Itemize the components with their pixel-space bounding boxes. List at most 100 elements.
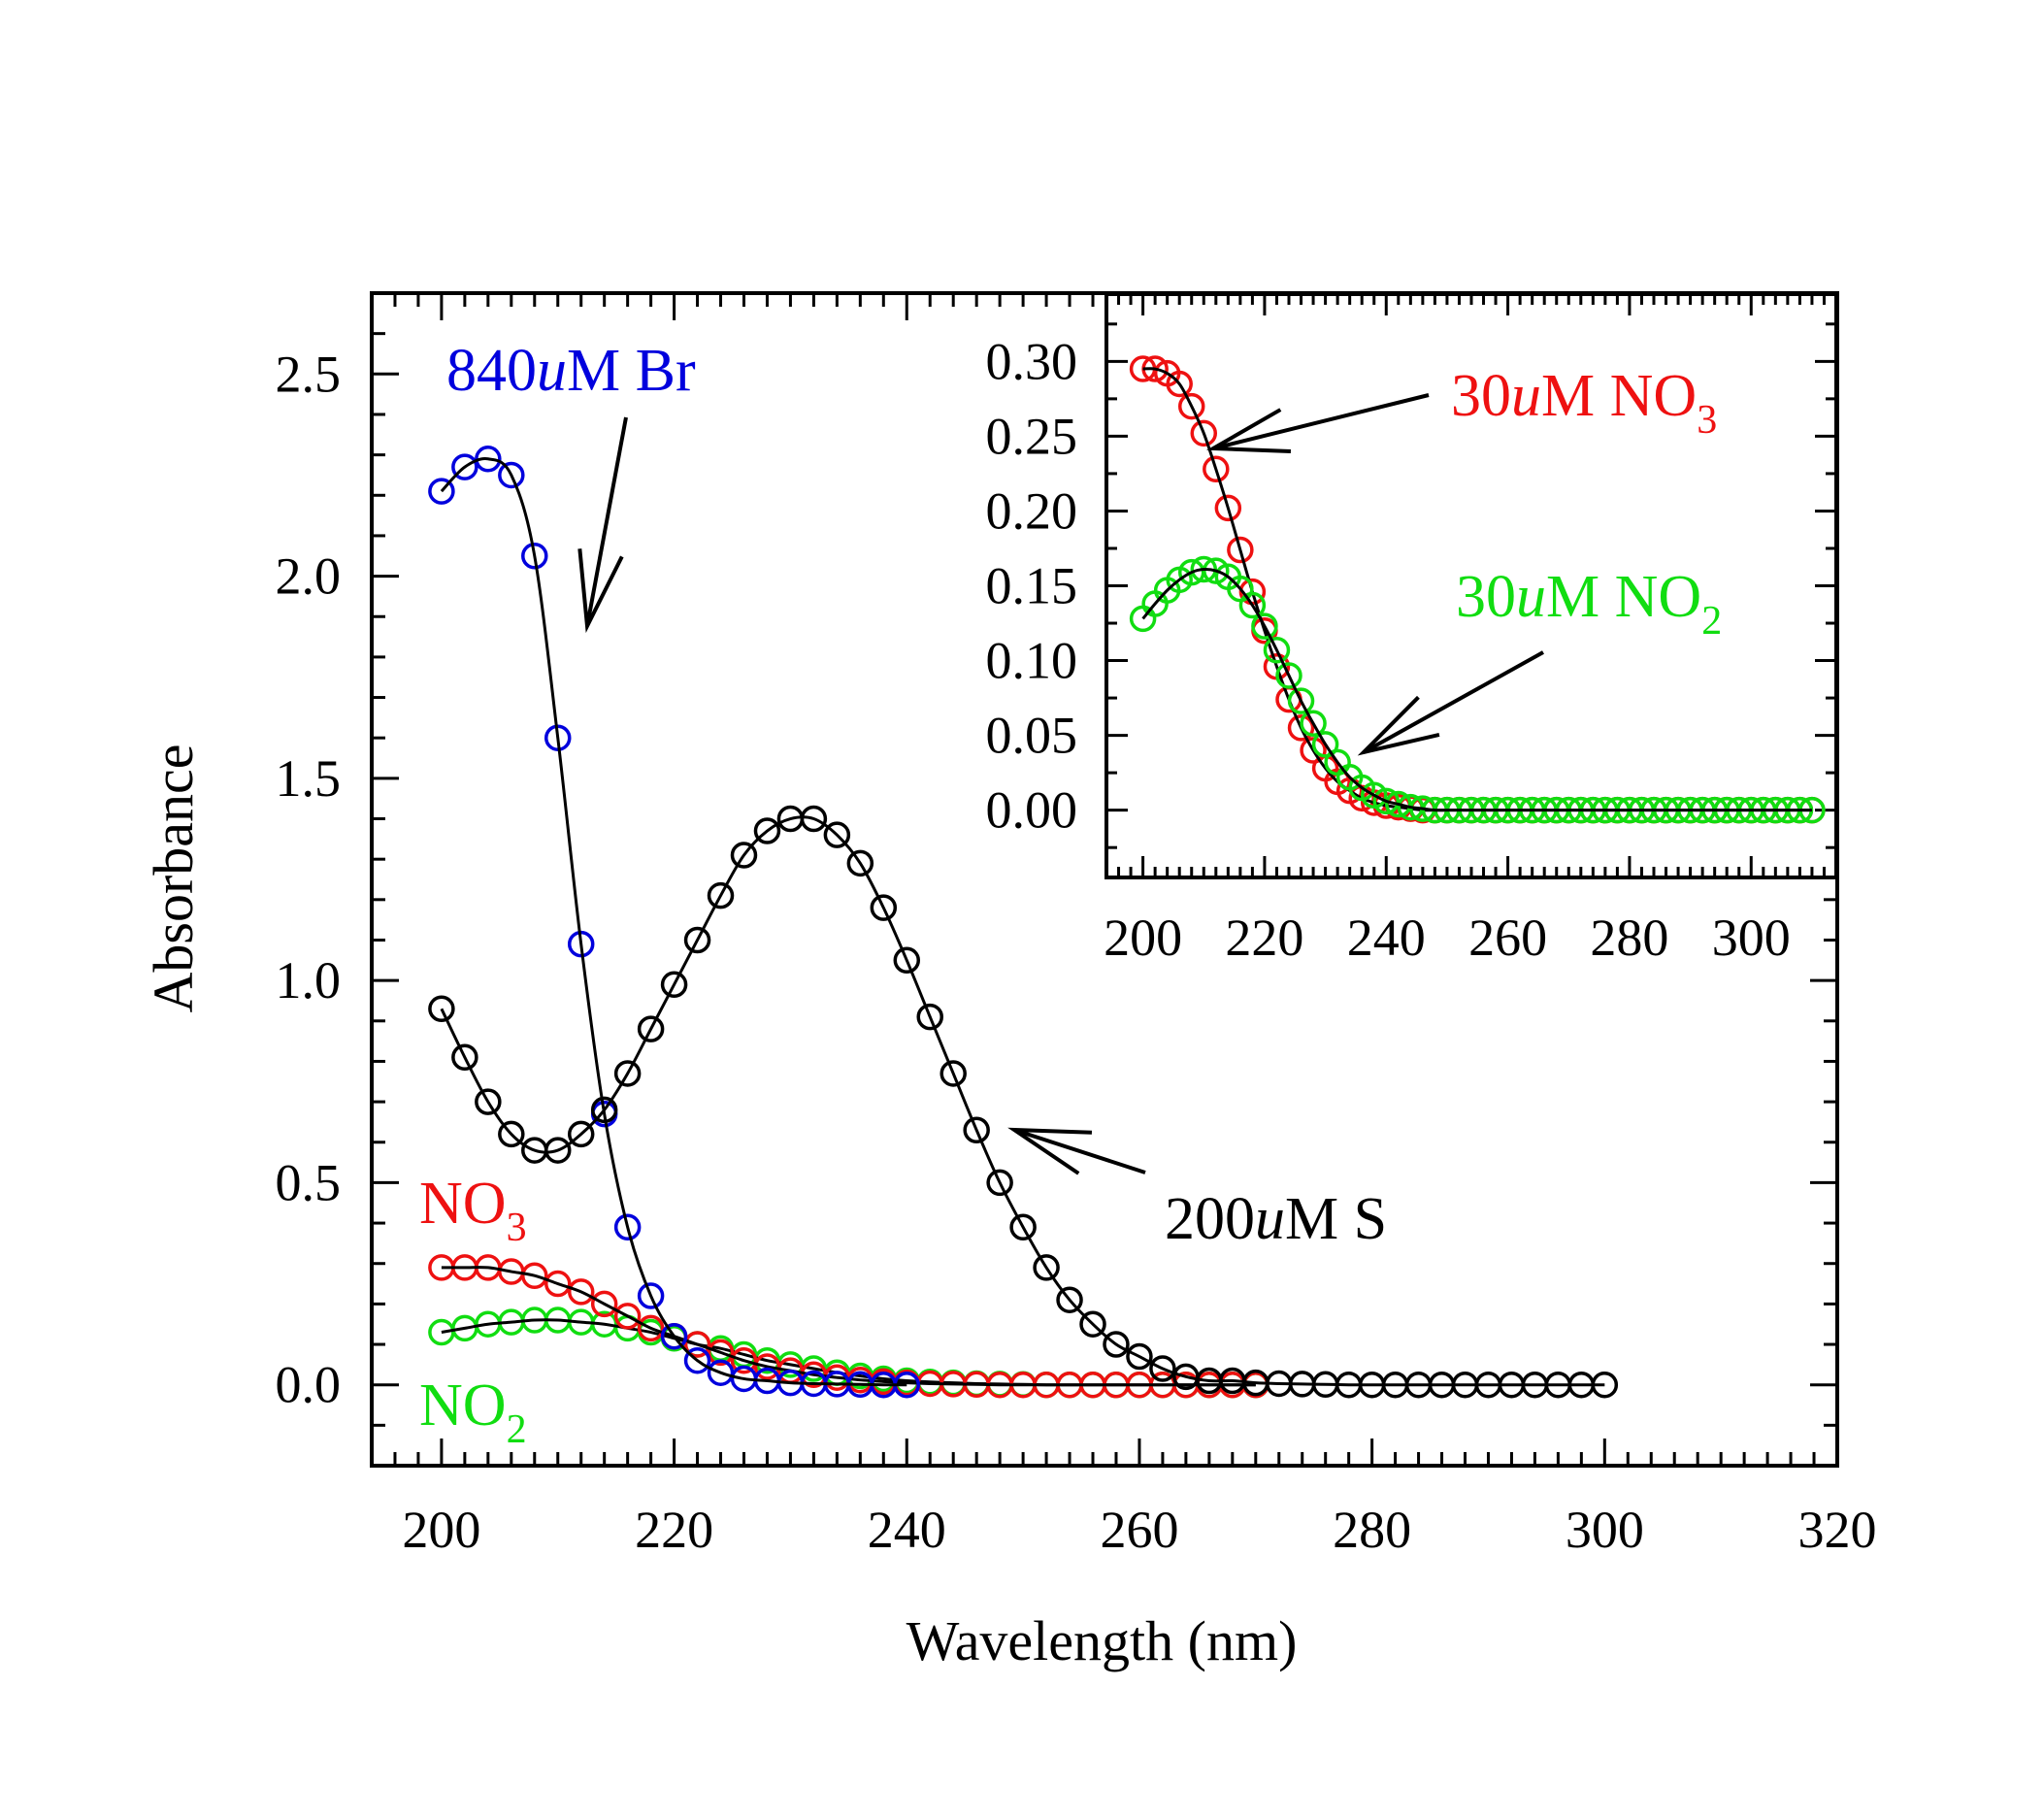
inset-y-tick-label: 0.25 [986,407,1078,465]
inset-point-no2 [1287,687,1315,714]
inset-y-tick-label: 0.10 [986,632,1078,690]
main-point-s [451,1043,478,1072]
main-point-s [1103,1331,1130,1358]
inset-point-no3 [1203,455,1230,483]
main-point-s [660,971,688,999]
main-point-br [451,453,478,480]
main-point-s [823,821,851,848]
inset-point-no2 [1275,662,1302,689]
main-point-s [428,995,455,1023]
main-point-s [1149,1355,1176,1382]
x-axis-title: Wavelength (nm) [907,1609,1298,1672]
inset-point-no3 [1214,494,1242,522]
main-point-s [800,805,828,833]
main-point-br [498,461,525,489]
inset-annotation-no3: 30uM NO3 [1451,363,1717,443]
main-fit-line-br [440,457,907,1387]
inset-y-tick-label: 0.30 [986,332,1078,390]
inset-y-tick-label: 0.00 [986,781,1078,840]
main-point-s [1056,1286,1083,1313]
main-series-br [428,446,921,1399]
inset-plot-panel: 200 220 240 260 280 300 0.00 0.05 0.10 0.15 0.20 0.… [986,292,1838,967]
inset-annotation-no2: 30uM NO2 [1456,564,1722,644]
main-series-no3 [428,1254,1269,1399]
main-plot-panel: 200 220 240 260 280 300 320 0.0 0.5 1.0 1.5 2.0 2.5 8… [276,291,1877,1559]
main-x-tick-label: 300 [1566,1501,1644,1559]
main-point-s [707,881,735,910]
main-point-s [940,1060,967,1087]
main-point-s [870,894,898,921]
inset-point-no2 [1385,790,1412,818]
inset-point-no2 [1360,781,1388,809]
main-y-tick-label: 0.0 [276,1356,342,1414]
main-point-s [730,842,758,869]
inset-annotations: 30uM NO3 30uM NO2 [1205,363,1722,756]
inset-point-no2 [1263,637,1291,664]
main-x-tick-label: 200 [402,1501,480,1559]
inset-x-tick-label: 280 [1590,909,1668,967]
inset-point-no3 [1166,370,1193,398]
main-point-br [475,446,502,473]
inset-x-tick-label: 260 [1468,909,1547,967]
main-point-br [637,1282,665,1309]
main-point-br [613,1213,642,1240]
inset-x-tick-label: 240 [1347,909,1426,967]
inset-fit-line-no2 [1141,567,1812,812]
main-point-no3 [637,1314,665,1342]
inset-point-no2 [1238,591,1267,619]
main-point-s [986,1169,1013,1197]
main-point-s [567,1120,595,1148]
annotation-br: 840uM Br [446,338,696,404]
inset-arrow-no2 [1357,650,1544,756]
inset-x-tick-label: 220 [1225,909,1303,967]
main-point-s [916,1003,943,1031]
inset-point-no3 [1177,392,1205,420]
main-point-br [428,478,455,505]
main-point-s [1126,1342,1153,1371]
main-point-s [683,926,711,954]
main-x-tick-label: 220 [635,1501,713,1559]
inset-y-tick-label: 0.20 [986,481,1078,540]
main-point-no3 [683,1331,711,1358]
main-point-s [590,1096,618,1124]
main-point-s [1009,1213,1037,1240]
annotation-s: 200uM S [1165,1186,1387,1252]
inset-point-no2 [1300,710,1327,738]
main-point-no3 [613,1303,642,1330]
main-point-br [521,543,548,570]
main-point-s [1079,1310,1106,1338]
main-point-s [963,1116,990,1144]
inset-y-tick-label: 0.15 [986,557,1078,615]
main-fit-line-s [440,815,1605,1387]
arrow-br [577,416,628,634]
main-y-tick-label: 0.5 [276,1153,342,1211]
main-point-s [753,817,781,844]
inset-x-tick-label: 200 [1104,909,1182,967]
main-series-s [428,805,1619,1399]
y-axis-title: Absorbance [142,744,205,1012]
main-annotations: 840uM Br 200uM S NO3 NO2 [419,338,1387,1452]
main-point-br [660,1322,688,1350]
main-point-s [544,1137,572,1164]
main-point-s [498,1120,525,1148]
inset-point-no2 [1311,731,1339,758]
annotation-no3: NO3 [419,1171,527,1250]
main-point-s [1033,1254,1060,1281]
main-x-tick-label: 260 [1100,1501,1178,1559]
inset-y-tick-label: 0.05 [986,707,1078,765]
main-point-br [683,1346,711,1374]
main-y-tick-label: 2.0 [276,547,342,606]
inset-point-no3 [1227,536,1254,564]
main-x-tick-label: 280 [1333,1501,1411,1559]
main-x-tick-label: 240 [868,1501,946,1559]
inset-x-tick-label: 300 [1712,909,1791,967]
inset-arrow-no3 [1205,393,1430,453]
inset-point-no2 [1372,787,1401,815]
main-point-no3 [567,1278,595,1306]
inset-point-no3 [1287,714,1315,742]
main-point-s [893,946,921,975]
main-y-tick-label: 2.5 [276,345,342,403]
main-x-tick-label: 320 [1798,1501,1877,1559]
main-point-s [637,1015,665,1042]
